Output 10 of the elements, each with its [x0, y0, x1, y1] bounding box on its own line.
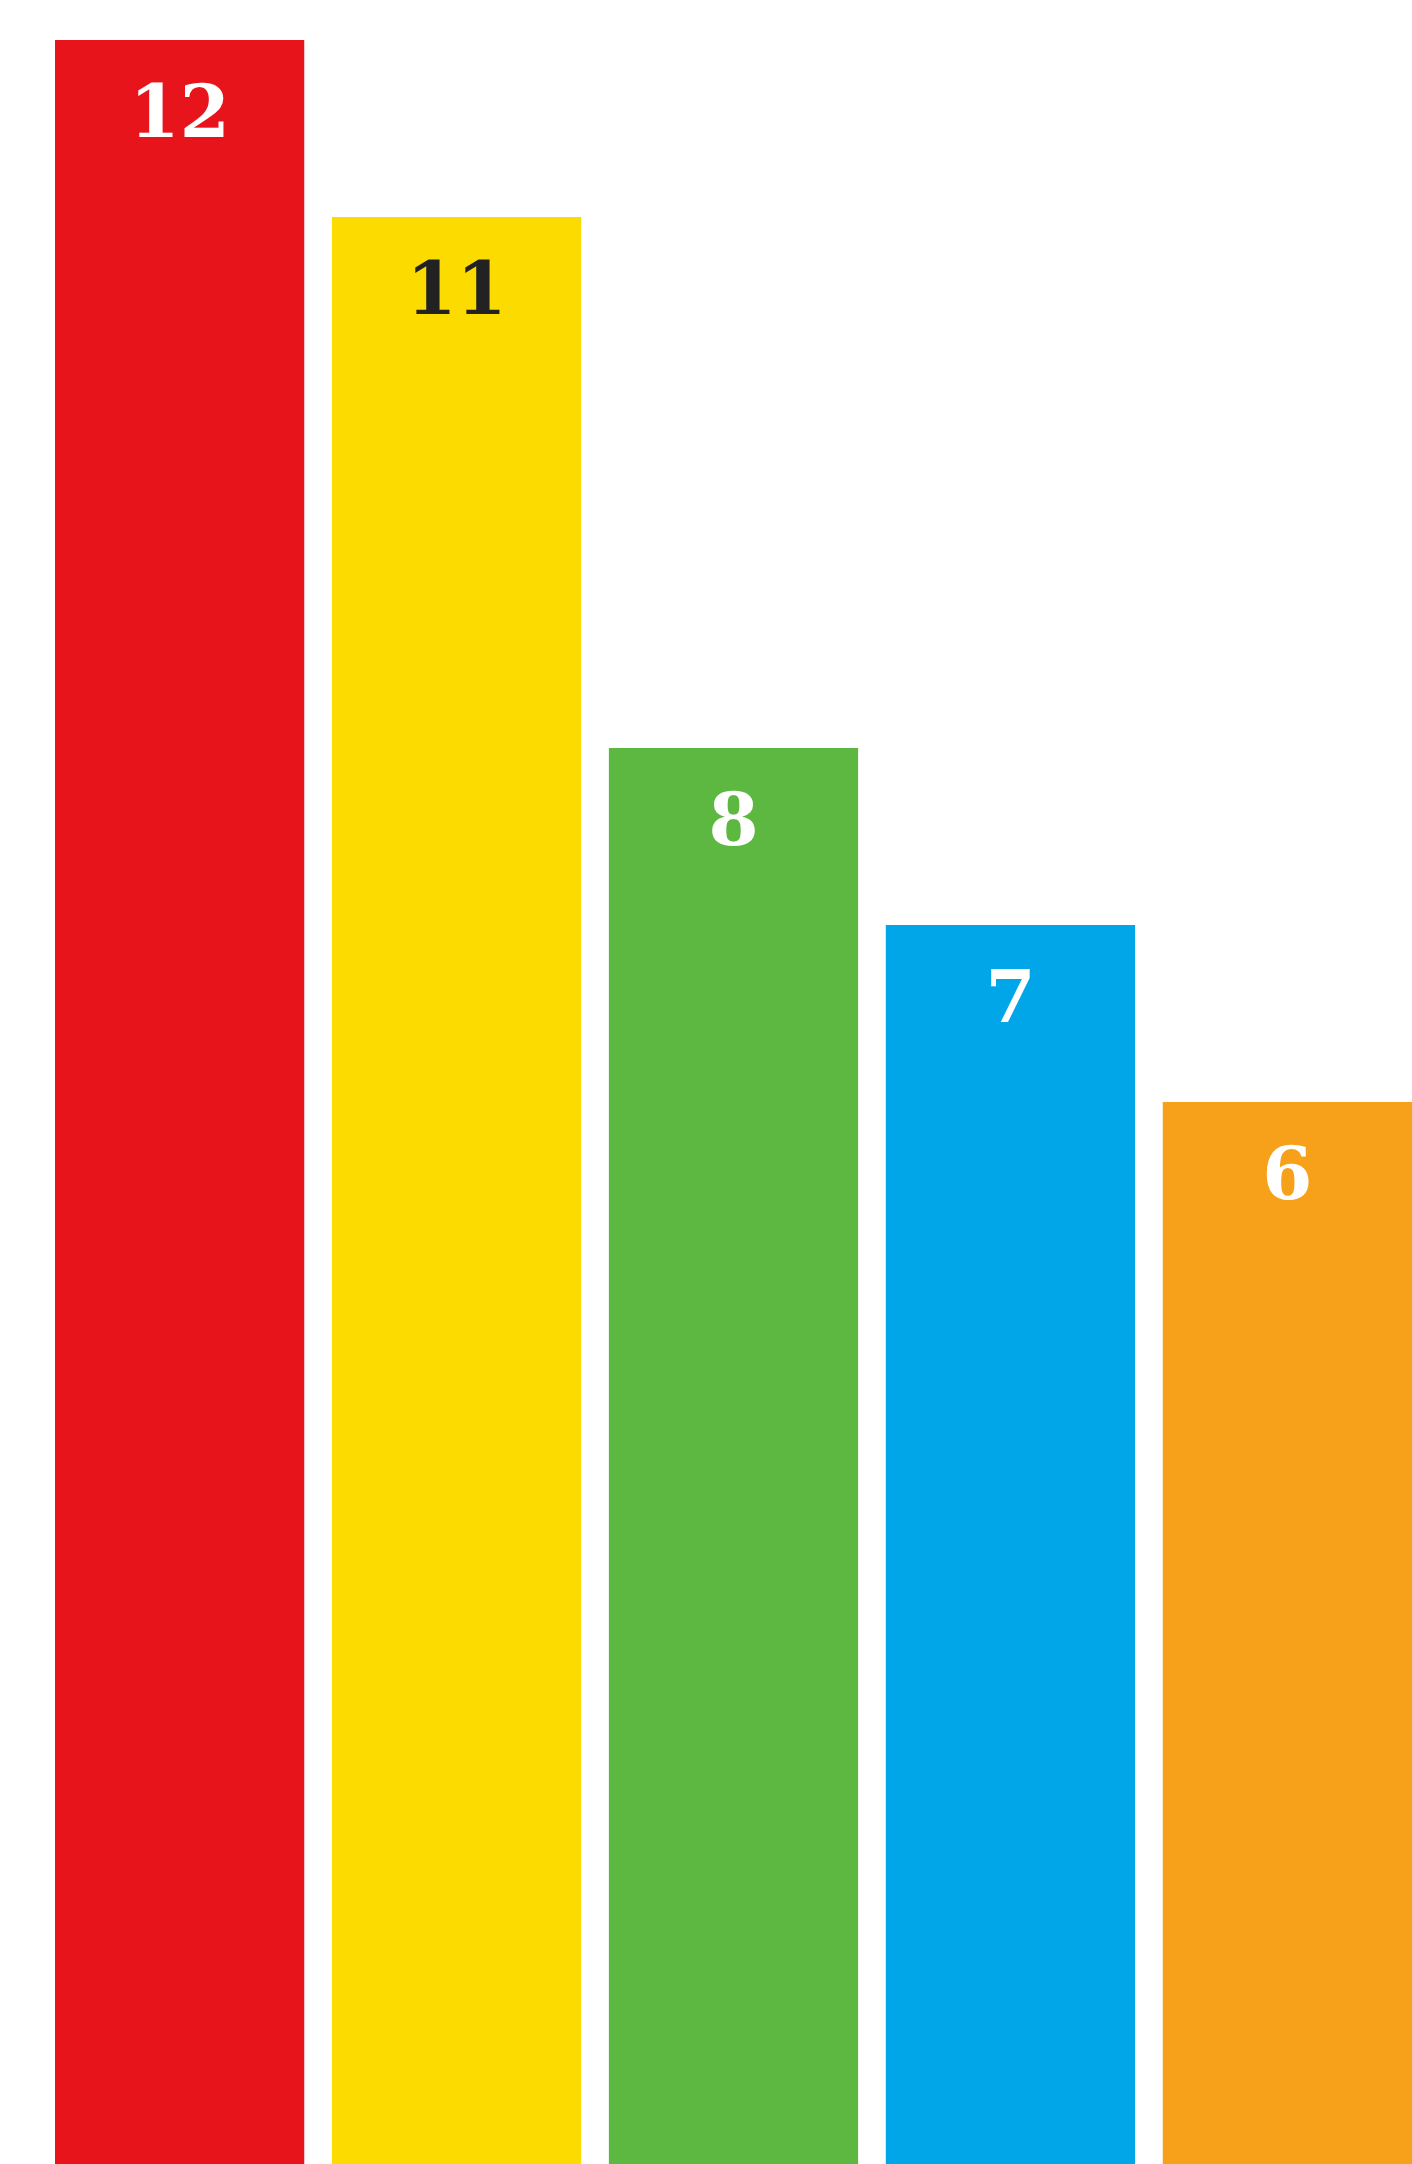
data-label: 11 [406, 246, 507, 331]
bar [331, 217, 582, 2164]
bar [55, 40, 305, 2164]
bar [1162, 1102, 1412, 2164]
bar [885, 925, 1136, 2164]
data-label: 12 [129, 69, 230, 154]
data-label: 6 [1262, 1131, 1313, 1216]
data-label: 7 [985, 954, 1036, 1039]
bar [608, 748, 859, 2164]
data-label: 8 [708, 777, 759, 862]
